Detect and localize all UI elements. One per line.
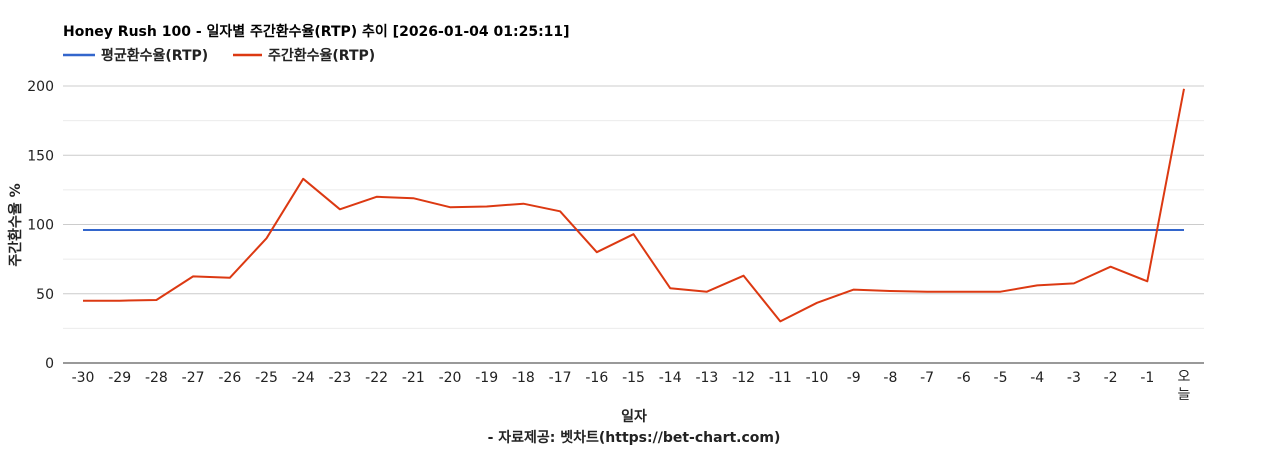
- x-tick-label: -11: [769, 370, 792, 386]
- series-lines: [83, 88, 1185, 323]
- x-tick-label: -19: [475, 370, 498, 386]
- x-tick-label: -17: [549, 370, 572, 386]
- y-axis-ticks: 0 50 100 150 200: [27, 79, 54, 372]
- x-tick-label: -14: [659, 370, 682, 386]
- y-tick-label: 100: [27, 218, 54, 234]
- x-tick-label: -18: [512, 370, 535, 386]
- x-tick-label: -15: [622, 370, 645, 386]
- x-tick-label: -2: [1104, 370, 1118, 386]
- y-axis-title: 주간환수율 %: [7, 183, 24, 266]
- legend-label-average: 평균환수율(RTP): [101, 47, 208, 64]
- legend: 평균환수율(RTP) 주간환수율(RTP): [63, 47, 375, 64]
- x-tick-label: -10: [806, 370, 829, 386]
- series-line-weekly: [83, 88, 1185, 323]
- x-tick-label: -6: [957, 370, 971, 386]
- x-tick-label: -3: [1067, 370, 1081, 386]
- x-tick-label: -12: [732, 370, 755, 386]
- x-tick-label: -29: [108, 370, 131, 386]
- x-axis-ticks: -30 -29 -28 -27 -26 -25 -24 -23 -22 -21 -20 -19 -18-…: [72, 369, 1191, 403]
- y-tick-label: 0: [45, 356, 54, 372]
- x-tick-label: -26: [218, 370, 241, 386]
- x-tick-label: -27: [182, 370, 205, 386]
- x-tick-label: -20: [439, 370, 462, 386]
- x-tick-label: -22: [365, 370, 388, 386]
- gridlines: [63, 85, 1204, 329]
- x-tick-label: -1: [1140, 370, 1154, 386]
- x-tick-label: -16: [585, 370, 608, 386]
- x-tick-label: -30: [72, 370, 95, 386]
- x-tick-label: -23: [328, 370, 351, 386]
- x-tick-label: -5: [994, 370, 1008, 386]
- x-tick-label: -25: [255, 370, 278, 386]
- y-tick-label: 200: [27, 79, 54, 95]
- x-tick-label: -7: [920, 370, 934, 386]
- y-tick-label: 150: [27, 148, 54, 164]
- x-tick-label: -21: [402, 370, 425, 386]
- x-tick-label: -24: [292, 370, 315, 386]
- x-tick-label: -4: [1030, 370, 1044, 386]
- x-tick-label: -13: [695, 370, 718, 386]
- chart-title: Honey Rush 100 - 일자별 주간환수율(RTP) 추이 [2026…: [63, 23, 570, 40]
- x-tick-label: -28: [145, 370, 168, 386]
- x-tick-label: -9: [847, 370, 861, 386]
- x-axis-title: 일자: [621, 409, 647, 425]
- x-tick-label: -8: [883, 370, 897, 386]
- legend-label-weekly: 주간환수율(RTP): [268, 47, 375, 64]
- y-tick-label: 50: [36, 287, 54, 303]
- data-credit: - 자료제공: 벳차트(https://bet-chart.com): [488, 429, 781, 446]
